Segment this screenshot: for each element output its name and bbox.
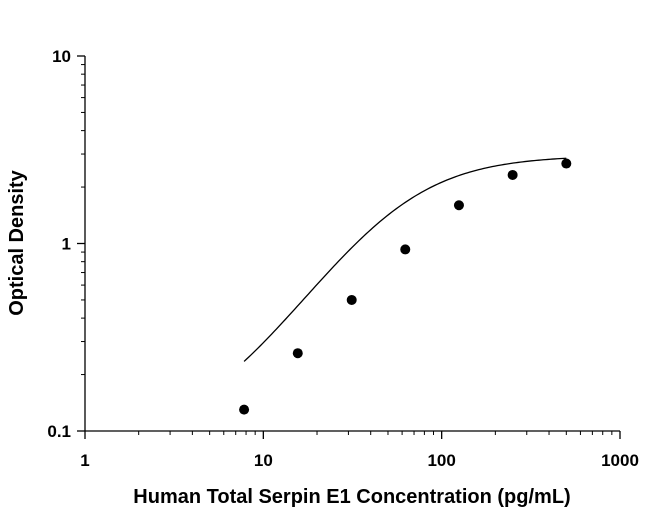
x-tick-label: 1000 [601, 451, 639, 470]
data-point [561, 158, 572, 169]
data-point [292, 348, 303, 359]
x-tick-label: 1 [80, 451, 89, 470]
y-tick-label: 10 [52, 47, 71, 66]
x-tick-label: 10 [254, 451, 273, 470]
data-points-layer [239, 158, 572, 415]
y-tick-label: 0.1 [47, 422, 71, 441]
data-point [507, 169, 518, 180]
y-tick-label: 1 [62, 235, 71, 254]
data-point [453, 200, 464, 211]
x-axis-title: Human Total Serpin E1 Concentration (pg/… [133, 486, 570, 508]
data-point [239, 404, 250, 415]
x-tick-label: 100 [427, 451, 455, 470]
ticks [77, 55, 621, 439]
fit-curve [243, 157, 567, 362]
axes [84, 56, 620, 432]
tick-labels: 1 10 100 1000 0.1 1 10 [47, 47, 639, 470]
y-axis-title: Optical Density [6, 169, 28, 315]
data-point [400, 244, 411, 255]
fit-curve-layer [243, 157, 567, 362]
data-point [346, 294, 357, 305]
